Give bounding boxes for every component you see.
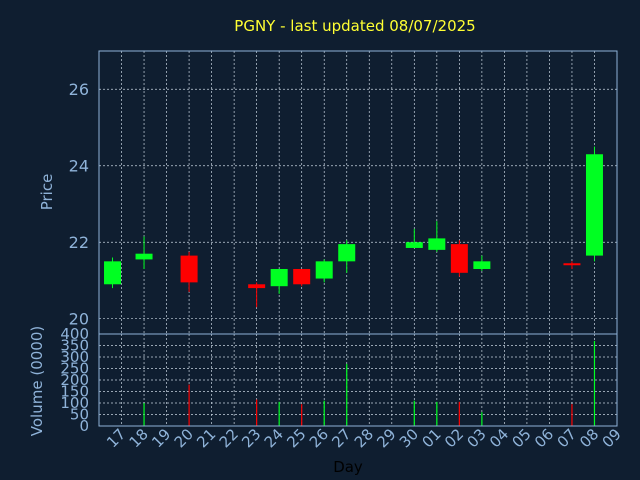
price-axis-label: Price bbox=[38, 174, 56, 211]
price-tick-label: 26 bbox=[69, 80, 89, 99]
price-panel-frame bbox=[98, 50, 618, 335]
volume-tick-label: 200 bbox=[60, 371, 89, 389]
volume-tick-label: 400 bbox=[60, 325, 89, 343]
candle-body bbox=[180, 255, 198, 283]
volume-tick-label: 300 bbox=[60, 348, 89, 366]
price-tick-label: 22 bbox=[69, 233, 89, 252]
volume-panel-frame bbox=[98, 333, 618, 427]
candle-body bbox=[585, 154, 603, 256]
candle-body bbox=[450, 244, 468, 273]
volume-tick-label: 250 bbox=[60, 360, 89, 378]
candle-body bbox=[248, 284, 266, 289]
candle-body bbox=[563, 263, 581, 266]
volume-tick-label: 150 bbox=[60, 383, 89, 401]
volume-tick-label: 100 bbox=[60, 394, 89, 412]
price-panel: 20 22 24 26 bbox=[69, 50, 618, 335]
candle-body bbox=[405, 242, 423, 248]
price-tick-label: 20 bbox=[69, 310, 89, 329]
x-axis-label: Day bbox=[333, 458, 363, 476]
candle-body bbox=[428, 238, 446, 250]
volume-tick-label: 350 bbox=[60, 337, 89, 355]
candle-body bbox=[315, 261, 333, 279]
volume-axis-label: Volume (0000) bbox=[28, 326, 46, 436]
volume-tick-label: 0 bbox=[79, 417, 89, 435]
candle-body bbox=[135, 253, 153, 260]
candle-body bbox=[104, 261, 122, 285]
price-tick-label: 24 bbox=[69, 157, 89, 176]
candle-body bbox=[270, 268, 288, 287]
x-tick-label: 09 bbox=[599, 425, 625, 451]
candle-body bbox=[473, 261, 491, 269]
candle-body bbox=[293, 268, 311, 285]
volume-tick-label: 50 bbox=[70, 406, 89, 424]
candle-body bbox=[338, 244, 356, 262]
chart-title: PGNY - last updated 08/07/2025 bbox=[234, 17, 475, 35]
volume-panel: 0501001502002503003504001718192021222324… bbox=[60, 325, 624, 451]
